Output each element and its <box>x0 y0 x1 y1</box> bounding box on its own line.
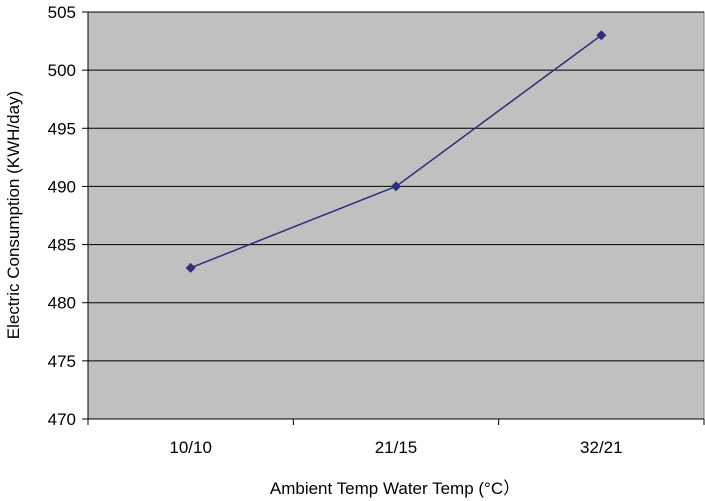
x-axis-title: Ambient Temp Water Temp (°C） <box>270 479 520 498</box>
y-tick-label: 495 <box>48 119 76 138</box>
data-point-marker <box>596 30 607 41</box>
y-tick-label: 490 <box>48 177 76 196</box>
x-axis: 10/10 21/15 32/21 <box>87 418 705 457</box>
series <box>185 30 607 273</box>
x-tick-label: 32/21 <box>580 438 623 457</box>
data-point-marker <box>185 262 196 273</box>
x-tick-label: 21/15 <box>375 438 418 457</box>
x-tick-label: 10/10 <box>169 438 212 457</box>
y-tick-label: 505 <box>48 3 76 22</box>
plot-area <box>87 11 705 420</box>
y-tick-label: 485 <box>48 236 76 255</box>
y-tick-label: 480 <box>48 294 76 313</box>
y-tick-label: 500 <box>48 61 76 80</box>
y-axis-title: Electric Consumption (KWH/day) <box>4 91 23 339</box>
y-tick-label: 475 <box>48 352 76 371</box>
y-tick-label: 470 <box>48 410 76 429</box>
data-point-marker <box>391 181 401 192</box>
y-axis: 470 475 480 485 490 495 500 505 <box>48 3 89 429</box>
